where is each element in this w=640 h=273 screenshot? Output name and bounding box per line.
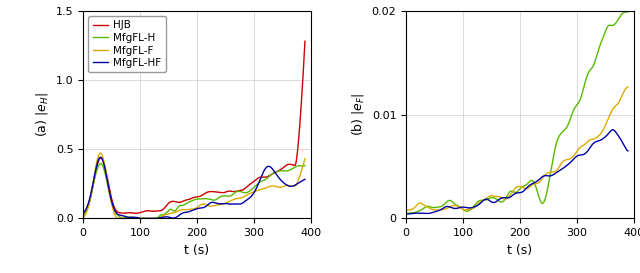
Line: MfgFL-F: MfgFL-F (83, 153, 305, 218)
Line: MfgFL-H: MfgFL-H (83, 164, 305, 218)
Y-axis label: (b) $|e_F|$: (b) $|e_F|$ (350, 93, 366, 136)
MfgFL-F (79, 216, 87, 220)
MfgFL-HF (263, 165, 271, 169)
MfgFL-F (97, 151, 104, 155)
Line: MfgFL-HF: MfgFL-HF (83, 157, 305, 218)
HJB (245, 183, 253, 187)
MfgFL-HF (246, 196, 254, 199)
HJB (106, 187, 113, 190)
HJB (250, 180, 258, 183)
MfgFL-F (229, 198, 237, 201)
MfgFL-HF (137, 217, 145, 220)
HJB (228, 190, 236, 193)
Y-axis label: (a) $|e_H|$: (a) $|e_H|$ (35, 92, 51, 137)
MfgFL-HF (238, 202, 246, 205)
MfgFL-F (106, 194, 114, 197)
HJB (262, 176, 269, 179)
MfgFL-HF (79, 212, 87, 215)
MfgFL-H (238, 190, 246, 194)
MfgFL-H (97, 162, 105, 165)
MfgFL-F (252, 190, 259, 193)
MfgFL-F (301, 157, 308, 160)
HJB (237, 189, 244, 192)
MfgFL-H (106, 195, 114, 198)
HJB (301, 40, 308, 43)
MfgFL-HF (106, 192, 114, 196)
MfgFL-HF (229, 202, 237, 206)
MfgFL-H (301, 164, 308, 167)
MfgFL-F (154, 217, 162, 220)
MfgFL-H (79, 213, 87, 217)
MfgFL-HF (301, 178, 308, 181)
MfgFL-H (252, 185, 259, 188)
Legend: HJB, MfgFL-H, MfgFL-F, MfgFL-HF: HJB, MfgFL-H, MfgFL-F, MfgFL-HF (88, 16, 166, 72)
MfgFL-H (136, 217, 143, 220)
MfgFL-H (246, 189, 254, 192)
MfgFL-HF (97, 156, 104, 159)
MfgFL-F (238, 196, 246, 199)
X-axis label: t (s): t (s) (184, 244, 209, 257)
MfgFL-F (246, 192, 254, 195)
MfgFL-H (263, 177, 271, 180)
MfgFL-F (263, 186, 271, 189)
X-axis label: t (s): t (s) (508, 244, 532, 257)
MfgFL-H (229, 192, 237, 196)
Line: HJB: HJB (83, 41, 305, 215)
MfgFL-HF (252, 189, 259, 192)
HJB (79, 214, 87, 217)
